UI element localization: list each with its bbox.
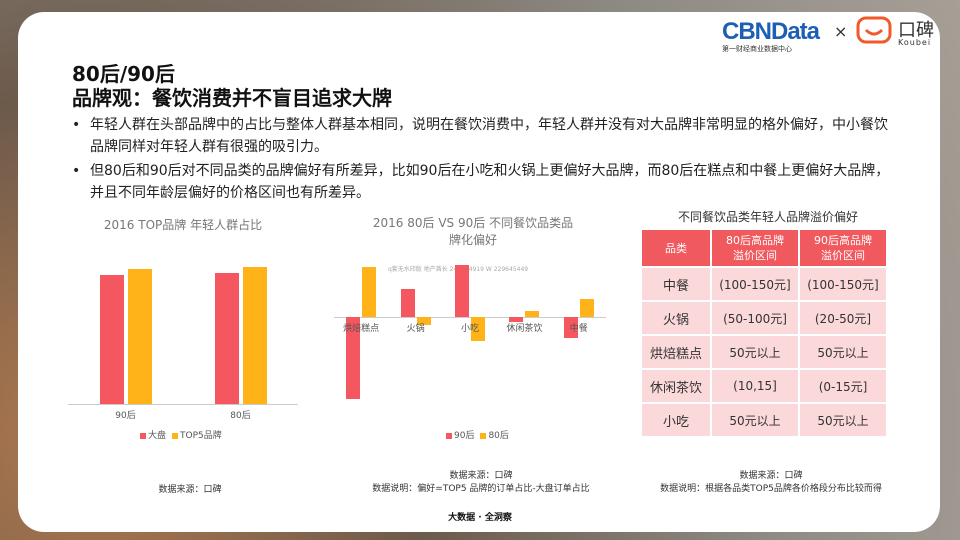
table-header: 80后高品牌 溢价区间 (710, 228, 800, 268)
legend-swatch (446, 432, 452, 439)
source-note-1: 数据来源：口碑 (158, 485, 222, 495)
page-title-line1: 80后/90后 (72, 62, 175, 86)
table-row: 火锅 (50-100元] (20-50元] (640, 300, 888, 336)
table-header: 品类 (640, 228, 712, 268)
source-note-3: 数据来源：口碑 数据说明：根据各品类TOP5品牌各价格段分布比较而得 (660, 471, 882, 494)
table-title: 不同餐饮品类年轻人品牌溢价偏好 (677, 210, 858, 224)
bar (362, 267, 377, 317)
table-row: 休闲茶饮 (10,15] (0-15元] (640, 368, 888, 404)
koubei-wordmark: 口碑 (898, 20, 934, 41)
bar (346, 316, 361, 400)
table-cell: 小吃 (640, 402, 712, 438)
x-axis (68, 404, 298, 405)
x-tick-label: 80后 (230, 411, 251, 421)
bullet-item: • 年轻人群在头部品牌中的占比与整体人群基本相同，说明在餐饮消费中，年轻人群并没有… (72, 117, 888, 155)
bar (455, 264, 469, 317)
source-note-2: 数据来源：口碑 数据说明：偏好=TOP5 品牌的订单占比-大盘订单占比 (372, 471, 590, 494)
koubei-english: Koubei (898, 38, 932, 47)
table-cell: 烘焙糕点 (640, 334, 712, 370)
chart1-title: 2016 TOP品牌 年轻人群占比 (103, 218, 263, 232)
bar (579, 299, 594, 317)
legend-label: 90后 (454, 431, 475, 441)
table-row: 小吃 50元以上 50元以上 (640, 402, 888, 438)
bar (99, 274, 124, 404)
table-cell: (10,15] (710, 368, 800, 404)
table-cell: 50元以上 (798, 402, 888, 438)
chart-legend: 90后 80后 (446, 428, 515, 441)
table-cell: 中餐 (640, 266, 712, 302)
bar (242, 266, 267, 404)
bullet-item: • 但80后和90后对不同品类的品牌偏好有所差异，比如90后在小吃和火锅上更偏好大… (72, 163, 890, 201)
legend-swatch (172, 432, 179, 439)
chart2-title: 2016 80后 VS 90后 不同餐饮品类品牌化偏好 (372, 216, 574, 247)
table-cell: (20-50元] (798, 300, 888, 336)
page-title-line2: 品牌观：餐饮消费并不盲目追求大牌 (72, 86, 392, 110)
table-header: 90后高品牌 溢价区间 (798, 228, 888, 268)
table-cell: (0-15元] (798, 368, 888, 404)
bar (400, 288, 415, 317)
legend-swatch (140, 432, 146, 439)
table-cell: 休闲茶饮 (640, 368, 712, 404)
bar (509, 316, 524, 322)
table-cell: 火锅 (640, 300, 712, 336)
bar (525, 311, 540, 317)
bar (416, 316, 431, 325)
x-tick-label: 90后 (115, 411, 136, 421)
legend-label: 80后 (488, 431, 509, 441)
bar (127, 268, 152, 404)
zero-axis (334, 316, 606, 318)
x-tick-label: 火锅 (406, 323, 425, 334)
table-row: 烘焙糕点 50元以上 50元以上 (640, 334, 888, 370)
x-tick-label: 小吃 (460, 323, 479, 334)
premium-table: 品类 80后高品牌 溢价区间 90后高品牌 溢价区间 中餐 (100-150元](… (640, 228, 888, 438)
table-cell: (100-150元] (798, 266, 888, 302)
koubei-logo-icon (856, 16, 892, 44)
x-tick-label: 中餐 (569, 323, 588, 334)
legend-label: TOP5品牌 (180, 431, 222, 441)
cbndata-logo: CBNData 第一财经商业数据中心 (722, 18, 820, 53)
table-cell: 50元以上 (710, 402, 800, 438)
times-sign: × (834, 22, 848, 41)
bar (471, 316, 485, 341)
table-cell: (100-150元] (710, 266, 800, 302)
x-tick-label: 烘焙糕点 (343, 323, 380, 334)
table-cell: 50元以上 (710, 334, 800, 370)
footer-slogan: 大数据 · 全洞察 (448, 513, 512, 523)
chart-legend: 大盘 TOP5品牌 (140, 428, 228, 441)
legend-swatch (480, 432, 487, 439)
table-cell: (50-100元] (710, 300, 800, 336)
x-tick-label: 休闲茶饮 (506, 323, 543, 334)
bar (214, 272, 239, 404)
bullet-list: • 年轻人群在头部品牌中的占比与整体人群基本相同，说明在餐饮消费中，年轻人群并没有… (70, 114, 900, 206)
bar (563, 316, 578, 338)
table-row: 中餐 (100-150元] (100-150元] (640, 266, 888, 302)
legend-label: 大盘 (148, 431, 167, 441)
table-header-row: 品类 80后高品牌 溢价区间 90后高品牌 溢价区间 (640, 228, 888, 268)
table-cell: 50元以上 (798, 334, 888, 370)
